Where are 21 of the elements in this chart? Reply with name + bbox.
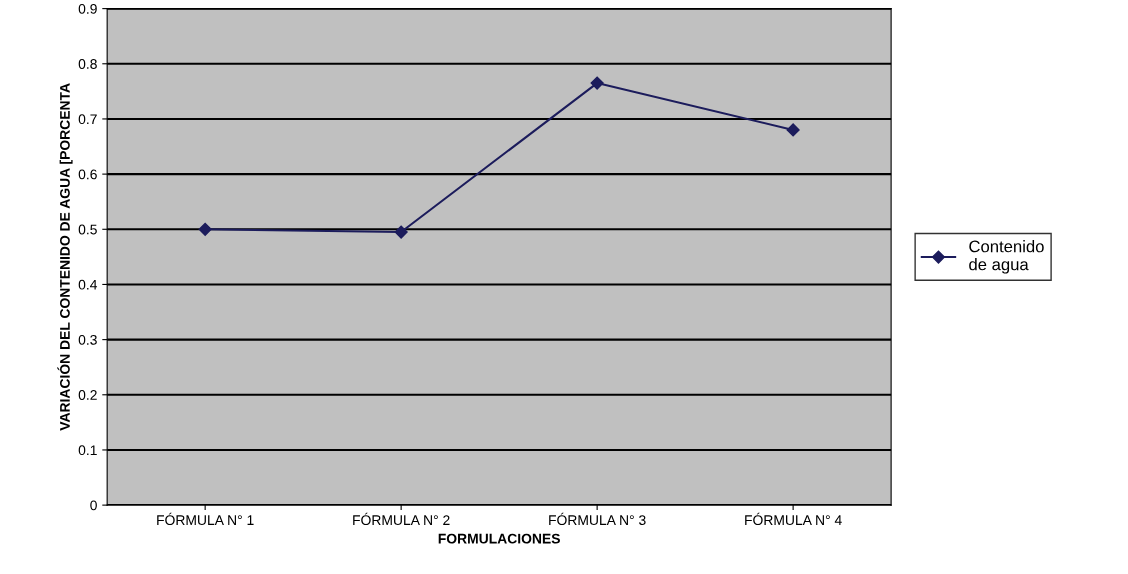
y-tick-label: 0.5 — [78, 224, 97, 235]
y-tick-label: 0.8 — [78, 59, 97, 69]
x-tick-label: FÓRMULA N° 3 — [549, 512, 646, 526]
x-tick-label: FÓRMULA N° 2 — [353, 512, 450, 526]
legend-label: Contenido de agua — [969, 240, 1044, 274]
y-tick-label: 0.6 — [78, 169, 97, 180]
point — [786, 123, 800, 137]
x-axis-title: FORMULACIONES — [438, 533, 560, 544]
y-tick-label: 0.4 — [78, 279, 98, 290]
x-tick-label: FÓRMULA N° 4 — [745, 512, 842, 526]
point — [198, 222, 212, 236]
y-tick-label: 0 — [90, 500, 97, 511]
y-tick-label: 0.3 — [78, 334, 97, 345]
x-tick-label: FÓRMULA N° 1 — [157, 512, 254, 526]
y-tick-label: 0.9 — [78, 3, 97, 14]
y-tick-label: 0.1 — [78, 445, 97, 456]
point — [394, 225, 408, 239]
point — [590, 76, 604, 90]
y-tick-label: 0.7 — [78, 114, 97, 125]
y-axis-title: VARIACIÓN DEL CONTENIDO DE AGUA [PORCENTA — [57, 83, 73, 431]
y-tick-label: 0.2 — [78, 390, 97, 400]
